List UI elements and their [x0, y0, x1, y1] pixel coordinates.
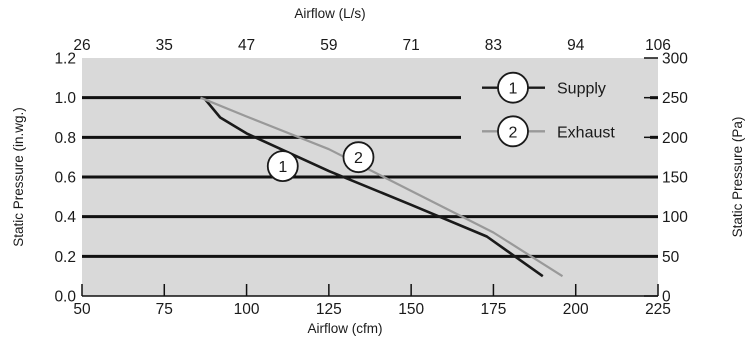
x-top-tick-label: 83 [485, 37, 502, 54]
x-tick-label: 225 [645, 301, 671, 318]
y-right-tick-label: 0 [662, 289, 671, 306]
y-tick-label: 0.0 [54, 289, 76, 306]
x-top-tick-label: 106 [645, 37, 671, 54]
y-right-tick-label: 250 [662, 90, 688, 107]
y-tick-label: 0.8 [54, 130, 76, 147]
legend-marker-text: 2 [509, 124, 518, 141]
series-line-exhaust [200, 96, 564, 278]
x-tick-label: 125 [316, 301, 342, 318]
tick-labels: 0.00.20.40.60.81.01.20501001502002503005… [54, 37, 688, 318]
y-tick-label: 1.0 [54, 90, 76, 107]
curve-label-circle [266, 150, 299, 182]
series-lines [200, 96, 564, 278]
y-tick-label: 0.6 [54, 170, 76, 187]
x-tick-label: 200 [563, 301, 589, 318]
x-tick-label: 175 [480, 301, 506, 318]
series-line-supply [202, 96, 544, 278]
y-tick-label: 1.2 [54, 51, 76, 68]
legend-marker-circle [497, 115, 529, 148]
legend: 1 Supply 2 Exhaust [482, 71, 615, 148]
y-tick-label: 0.4 [54, 209, 76, 226]
x-tick-label: 50 [73, 301, 91, 318]
x-tick-label: 150 [398, 301, 424, 318]
curve-label-text: 1 [278, 159, 287, 176]
y-tick-label: 0.2 [54, 249, 76, 266]
legend-label: Supply [557, 81, 606, 98]
x-axis-title: Airflow (cfm) [308, 321, 383, 336]
y-right-tick-label: 100 [662, 209, 688, 226]
y-right-tick-label: 150 [662, 170, 688, 187]
legend-marker-circle [497, 71, 529, 104]
curve-labels: 12 [266, 141, 375, 182]
legend-label: Exhaust [557, 124, 615, 141]
y-right-tick-label: 300 [662, 51, 688, 68]
x-top-tick-label: 71 [403, 37, 420, 54]
x-axis-top-title: Airflow (L/s) [294, 6, 365, 21]
gridlines [82, 96, 658, 297]
x-tick-label: 75 [156, 301, 173, 318]
y-axis-title: Static Pressure (in.wg.) [11, 107, 26, 247]
x-top-tick-label: 47 [238, 37, 255, 54]
y-axis-right-title: Static Pressure (Pa) [730, 117, 745, 238]
y-right-tick-label: 200 [662, 130, 688, 147]
legend-marker-text: 1 [509, 81, 518, 98]
x-tick-label: 100 [234, 301, 260, 318]
curve-label-text: 2 [354, 150, 363, 167]
x-top-tick-label: 26 [73, 37, 90, 54]
x-top-tick-label: 59 [320, 37, 337, 54]
curve-label-circle [342, 141, 375, 174]
x-top-tick-label: 94 [567, 37, 585, 54]
y-right-tick-label: 50 [662, 249, 680, 266]
x-top-tick-label: 35 [156, 37, 173, 54]
